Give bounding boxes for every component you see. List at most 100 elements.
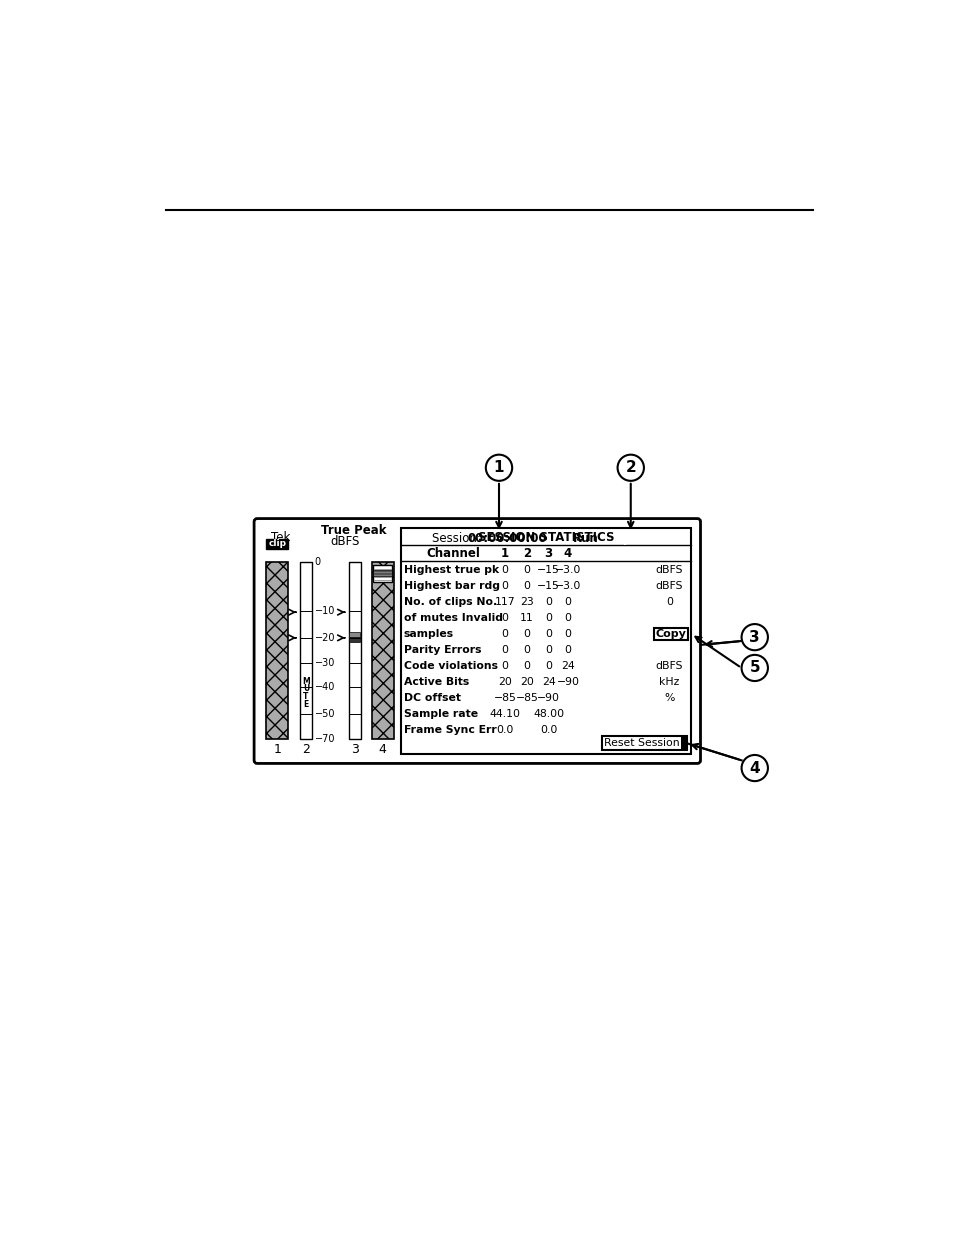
- Text: 0: 0: [314, 557, 320, 567]
- Text: −40: −40: [314, 683, 335, 693]
- Bar: [372, 562, 394, 739]
- Text: Highest true pk: Highest true pk: [403, 564, 498, 574]
- Text: 0: 0: [501, 580, 508, 590]
- Text: −20: −20: [314, 632, 335, 643]
- Text: 1: 1: [500, 547, 509, 559]
- Text: 0: 0: [564, 629, 571, 638]
- Text: 1: 1: [494, 461, 504, 475]
- Text: −85: −85: [515, 693, 537, 703]
- Text: dBFS: dBFS: [331, 535, 360, 548]
- Text: −3.0: −3.0: [555, 580, 580, 590]
- Text: 20: 20: [497, 677, 512, 687]
- Text: 0: 0: [523, 580, 530, 590]
- Text: 24: 24: [541, 677, 555, 687]
- Text: 0.0: 0.0: [539, 725, 557, 735]
- Text: Code violations: Code violations: [403, 661, 497, 671]
- Text: −10: −10: [314, 606, 335, 616]
- Text: 0.0: 0.0: [496, 725, 514, 735]
- Text: 0: 0: [544, 613, 552, 622]
- Text: 4: 4: [749, 761, 760, 776]
- Text: −90: −90: [556, 677, 578, 687]
- Text: −85: −85: [494, 693, 517, 703]
- Bar: [680, 736, 686, 751]
- Text: 3: 3: [544, 547, 552, 559]
- Text: U: U: [303, 684, 309, 693]
- Bar: [373, 564, 392, 582]
- Text: Active Bits: Active Bits: [403, 677, 469, 687]
- Text: 0: 0: [523, 661, 530, 671]
- Bar: [654, 627, 687, 640]
- Bar: [266, 562, 288, 739]
- Text: Reset Session: Reset Session: [603, 739, 679, 748]
- Text: −30: −30: [314, 657, 335, 668]
- FancyBboxPatch shape: [253, 519, 700, 763]
- Text: dBFS: dBFS: [655, 580, 682, 590]
- Text: −70: −70: [314, 734, 335, 743]
- Bar: [348, 562, 360, 739]
- Text: −15: −15: [537, 564, 559, 574]
- Text: 0: 0: [501, 564, 508, 574]
- Bar: [599, 531, 633, 546]
- Text: dBFS: dBFS: [655, 564, 682, 574]
- Text: %: %: [663, 693, 674, 703]
- Text: 0: 0: [564, 597, 571, 606]
- Text: 0: 0: [544, 629, 552, 638]
- Text: T: T: [303, 692, 309, 701]
- Text: Highest bar rdg: Highest bar rdg: [403, 580, 499, 590]
- Bar: [266, 538, 288, 550]
- Text: 00:00:00:00: 00:00:00:00: [467, 532, 546, 545]
- Text: 0: 0: [523, 645, 530, 655]
- Text: Stop: Stop: [601, 532, 632, 545]
- Bar: [349, 637, 360, 642]
- Text: 0: 0: [501, 661, 508, 671]
- Text: 23: 23: [519, 597, 534, 606]
- Text: 0: 0: [544, 645, 552, 655]
- Text: SESSION STATISTICS: SESSION STATISTICS: [477, 531, 614, 543]
- Text: 0: 0: [665, 597, 672, 606]
- Text: dBFS: dBFS: [655, 661, 682, 671]
- Text: DC offset: DC offset: [403, 693, 460, 703]
- Text: 0: 0: [501, 645, 508, 655]
- Text: 48.00: 48.00: [533, 709, 563, 719]
- Text: −15: −15: [537, 580, 559, 590]
- Text: Run: Run: [573, 532, 598, 545]
- Text: samples: samples: [403, 629, 454, 638]
- Text: True Peak: True Peak: [320, 525, 386, 537]
- Text: 0: 0: [501, 629, 508, 638]
- Text: Channel: Channel: [426, 547, 479, 559]
- Text: 0: 0: [523, 629, 530, 638]
- Text: 2: 2: [522, 547, 531, 559]
- Text: kHz: kHz: [659, 677, 679, 687]
- Text: Sample rate: Sample rate: [403, 709, 477, 719]
- Text: No. of clips No.: No. of clips No.: [403, 597, 497, 606]
- Text: Copy: Copy: [655, 629, 686, 638]
- Text: Session:: Session:: [431, 532, 484, 545]
- Text: 0: 0: [544, 661, 552, 671]
- Text: 3: 3: [351, 743, 358, 756]
- Text: 20: 20: [519, 677, 534, 687]
- Text: −50: −50: [314, 709, 335, 719]
- Text: 3: 3: [749, 630, 760, 645]
- Text: E: E: [303, 700, 309, 709]
- Text: 2: 2: [625, 461, 636, 475]
- Bar: [400, 527, 691, 755]
- Text: −90: −90: [537, 693, 559, 703]
- Text: M: M: [302, 677, 310, 685]
- Text: 24: 24: [560, 661, 575, 671]
- Text: 4: 4: [563, 547, 572, 559]
- Bar: [571, 531, 599, 546]
- Text: Parity Errors: Parity Errors: [403, 645, 480, 655]
- Text: 44.10: 44.10: [489, 709, 520, 719]
- Text: 0: 0: [544, 597, 552, 606]
- Text: 2: 2: [302, 743, 310, 756]
- Text: 0: 0: [564, 613, 571, 622]
- Text: of mutes Invalid: of mutes Invalid: [403, 613, 502, 622]
- Bar: [373, 571, 392, 576]
- Text: 0: 0: [564, 645, 571, 655]
- Text: 117: 117: [495, 597, 515, 606]
- Bar: [349, 631, 360, 637]
- Bar: [299, 562, 312, 739]
- Bar: [601, 736, 686, 751]
- Text: 1: 1: [274, 743, 281, 756]
- Text: clip: clip: [268, 540, 286, 548]
